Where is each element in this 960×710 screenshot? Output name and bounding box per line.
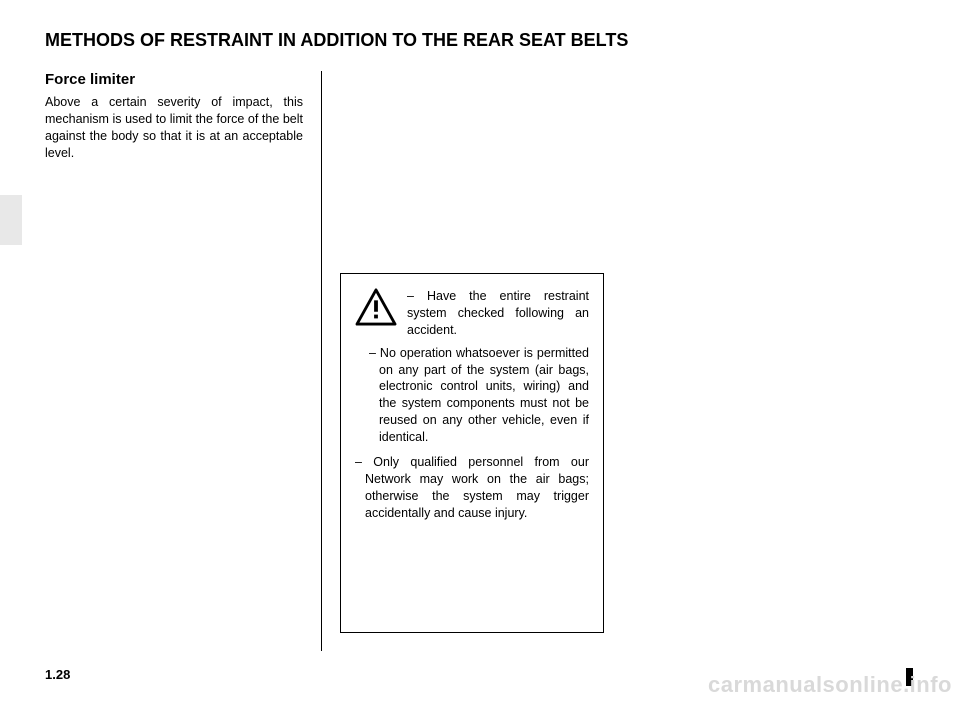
warning-box: – Have the entire restraint system check… [340,273,604,633]
watermark-text: carmanualsonline.info [708,672,952,698]
manual-page: METHODS OF RESTRAINT IN ADDITION TO THE … [0,0,960,710]
middle-column: – Have the entire restraint system check… [321,71,621,651]
warning-items-rest: – No operation whatsoever is permitted o… [355,345,589,522]
warning-item-1: – Have the entire restraint system check… [407,288,589,339]
right-column [621,71,915,651]
section-heading: Force limiter [45,71,303,88]
content-columns: Force limiter Above a certain severity o… [45,71,915,651]
warning-item-2: – No operation whatsoever is permitted o… [369,345,589,446]
warning-triangle-icon [355,288,397,326]
page-title: METHODS OF RESTRAINT IN ADDITION TO THE … [45,30,915,51]
warning-item-3: – Only qualified personnel from our Netw… [355,454,589,522]
section-body: Above a certain severity of impact, this… [45,94,303,162]
side-tab [0,195,22,245]
warning-header-row: – Have the entire restraint system check… [355,288,589,339]
left-column: Force limiter Above a certain severity o… [45,71,321,651]
page-number: 1.28 [45,667,70,682]
